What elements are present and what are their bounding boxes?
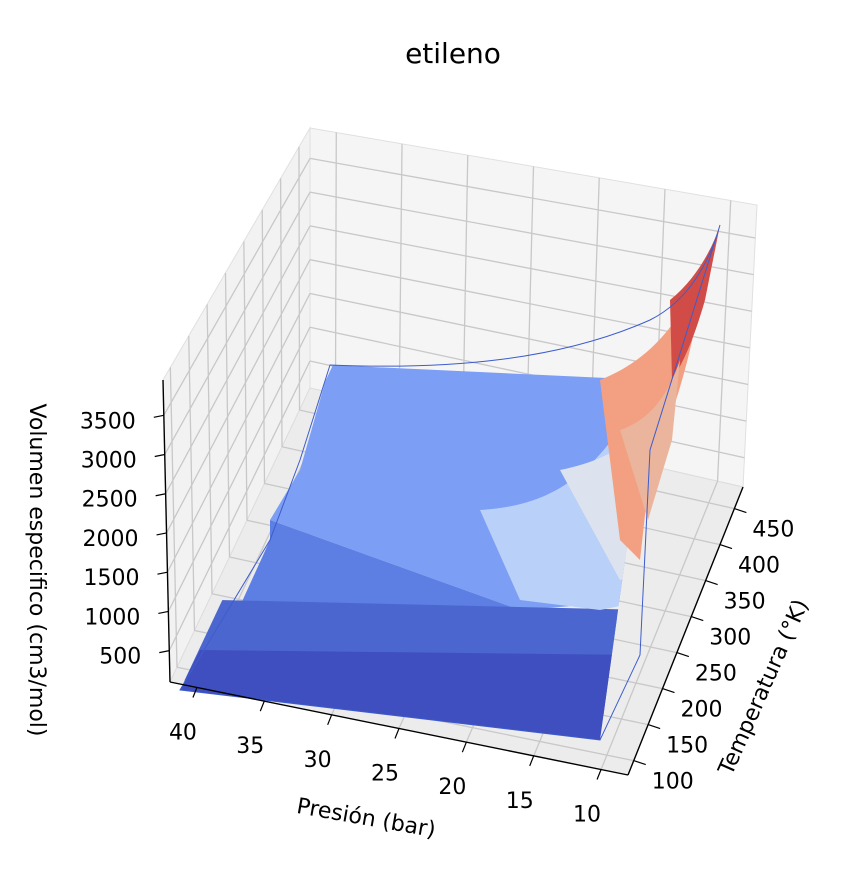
volume-tick-mark [153,414,164,418]
temperature-tick-mark [691,616,704,622]
surface [179,224,721,741]
grid-line-temperature [169,367,178,668]
grid-line-pressure [600,480,719,770]
pressure-tick-mark [596,769,602,780]
volume-tick-mark [159,650,170,654]
pressure-tick-mark [327,714,333,726]
grid-line-temperature [206,304,213,594]
volume-tick-label: 3000 [81,449,137,474]
grid-line-volume [309,191,754,276]
grid-line-volume [164,191,311,455]
volume-tick-label: 2000 [83,527,139,552]
grid-line-temperature [261,209,266,484]
temperature-tick-labels: 100 150 200 250 300 350 400 450 [633,508,794,795]
grid-line-pressure [716,200,732,482]
chart-title: etileno [405,37,501,70]
surface-floor [180,650,640,740]
temperature-tick-mark [734,508,747,514]
grid-line-pressure [398,143,403,409]
grid-line-temperature [243,241,248,521]
volume-tick-mark [156,532,167,536]
volume-tick-label: 500 [99,645,141,670]
temperature-tick-label: 100 [652,770,694,795]
temperature-tick-label: 300 [709,626,751,651]
grid-line-volume [166,293,311,573]
grid-line-volume [309,157,756,239]
temperature-tick-mark [647,724,661,730]
pressure-tick-label: 20 [438,775,466,800]
grid-line-temperature [279,178,283,447]
volume-tick-label: 1000 [84,605,140,630]
temperature-tick-mark [676,652,690,658]
pressure-tick-labels: 40 35 30 25 20 15 10 [169,687,602,828]
pressure-tick-mark [461,741,467,753]
volume-tick-label: 3500 [80,409,136,434]
pressure-tick-mark [529,755,535,767]
temperature-tick-label: 200 [681,698,723,723]
volume-tick-labels: 500 1000 1500 2000 2500 3000 3500 [80,409,170,670]
temperature-tick-mark [662,688,675,694]
volume-tick-mark [157,571,168,575]
temperature-tick-label: 150 [666,734,708,759]
grid-line-volume [165,259,311,534]
pressure-tick-label: 30 [304,748,332,773]
surface-outline [179,224,721,741]
temperature-axis-line [627,486,744,776]
volume-tick-label: 2500 [82,488,138,513]
volume-tick-mark [154,453,165,458]
surface-ridge-highlight [620,360,680,520]
temperature-tick-mark [705,580,718,586]
grid-line-volume [167,326,311,612]
volume-axis-line [162,379,171,683]
grid-line-volume [168,360,311,651]
volume-tick-mark [155,493,166,497]
pressure-tick-label: 15 [506,789,534,814]
temperature-tick-label: 350 [724,590,766,615]
pressure-tick-label: 25 [371,762,399,787]
grid-line-volume [163,158,311,416]
pressure-tick-mark [192,687,198,698]
volume-tick-label: 1500 [83,566,139,591]
temperature-tick-mark [633,760,646,766]
pressure-tick-label: 40 [169,720,197,745]
temperature-tick-mark [719,544,733,550]
pressure-tick-label: 10 [573,803,601,828]
z-axis-label: Volumen especifico (cm3/mol) [24,404,49,737]
grid-line-temperature [188,335,196,631]
x-axis-label: Presión (bar) [295,794,438,843]
temperature-tick-label: 400 [738,554,780,579]
pressure-tick-label: 35 [236,734,264,759]
pressure-tick-mark [259,700,265,712]
y-axis-label: Temperatura (°K) [714,596,814,780]
grid-line-temperature [224,272,231,558]
temperature-tick-label: 250 [695,662,737,687]
pressure-tick-mark [394,728,400,739]
grid-line-pressure [334,132,337,394]
grid-line-volume [165,225,311,495]
grid-line-temperature [298,146,301,411]
volume-tick-mark [158,610,169,614]
temperature-tick-label: 450 [752,518,794,543]
